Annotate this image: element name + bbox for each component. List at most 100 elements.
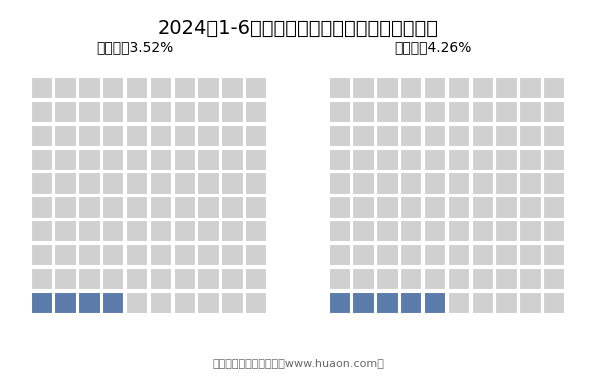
- Bar: [328, 172, 351, 195]
- Bar: [448, 292, 470, 314]
- Bar: [519, 292, 542, 314]
- Bar: [30, 244, 53, 266]
- Bar: [221, 125, 244, 147]
- Bar: [471, 220, 494, 243]
- Bar: [221, 77, 244, 99]
- Bar: [54, 292, 77, 314]
- Bar: [352, 149, 375, 171]
- Bar: [30, 149, 53, 171]
- Bar: [102, 101, 125, 123]
- Bar: [30, 125, 53, 147]
- Bar: [197, 172, 220, 195]
- Bar: [197, 268, 220, 290]
- Bar: [245, 77, 268, 99]
- Bar: [78, 268, 101, 290]
- Bar: [78, 125, 101, 147]
- Bar: [400, 196, 423, 219]
- Bar: [328, 220, 351, 243]
- Bar: [400, 268, 423, 290]
- Bar: [543, 196, 566, 219]
- Bar: [376, 292, 399, 314]
- Bar: [352, 101, 375, 123]
- Bar: [150, 125, 172, 147]
- Bar: [448, 172, 470, 195]
- Bar: [519, 172, 542, 195]
- Bar: [495, 196, 518, 219]
- Bar: [173, 172, 196, 195]
- Bar: [519, 220, 542, 243]
- Bar: [54, 101, 77, 123]
- Bar: [519, 77, 542, 99]
- Bar: [448, 77, 470, 99]
- Bar: [519, 101, 542, 123]
- Bar: [245, 220, 268, 243]
- Bar: [400, 101, 423, 123]
- Bar: [221, 220, 244, 243]
- Bar: [102, 196, 125, 219]
- Bar: [126, 244, 148, 266]
- Bar: [150, 268, 172, 290]
- Bar: [376, 125, 399, 147]
- Bar: [173, 244, 196, 266]
- Bar: [352, 125, 375, 147]
- Bar: [471, 244, 494, 266]
- Bar: [424, 292, 446, 314]
- Bar: [376, 149, 399, 171]
- Bar: [424, 101, 446, 123]
- Bar: [30, 220, 53, 243]
- Bar: [328, 196, 351, 219]
- Bar: [173, 101, 196, 123]
- Bar: [245, 149, 268, 171]
- Bar: [519, 149, 542, 171]
- Bar: [126, 172, 148, 195]
- Bar: [543, 292, 566, 314]
- Bar: [543, 149, 566, 171]
- Bar: [352, 244, 375, 266]
- Bar: [352, 77, 375, 99]
- Bar: [126, 268, 148, 290]
- Bar: [471, 77, 494, 99]
- Bar: [245, 196, 268, 219]
- Bar: [376, 101, 399, 123]
- Text: 2024年1-6月湖北福彩及体彩销售额占全国比重: 2024年1-6月湖北福彩及体彩销售额占全国比重: [157, 19, 439, 38]
- Bar: [150, 149, 172, 171]
- Bar: [471, 125, 494, 147]
- Bar: [400, 220, 423, 243]
- Bar: [519, 125, 542, 147]
- Bar: [471, 149, 494, 171]
- Bar: [471, 292, 494, 314]
- Bar: [352, 268, 375, 290]
- Bar: [102, 292, 125, 314]
- Bar: [102, 125, 125, 147]
- Bar: [150, 220, 172, 243]
- Bar: [448, 149, 470, 171]
- Bar: [328, 101, 351, 123]
- Bar: [328, 77, 351, 99]
- Bar: [54, 268, 77, 290]
- Bar: [424, 196, 446, 219]
- Bar: [126, 125, 148, 147]
- Bar: [221, 149, 244, 171]
- Bar: [424, 77, 446, 99]
- Bar: [197, 244, 220, 266]
- Bar: [150, 77, 172, 99]
- Bar: [424, 220, 446, 243]
- Bar: [78, 172, 101, 195]
- Bar: [448, 220, 470, 243]
- Bar: [495, 149, 518, 171]
- Bar: [150, 101, 172, 123]
- Bar: [471, 101, 494, 123]
- Bar: [54, 125, 77, 147]
- Bar: [197, 101, 220, 123]
- Bar: [352, 292, 375, 314]
- Bar: [495, 268, 518, 290]
- Bar: [400, 292, 423, 314]
- Bar: [352, 172, 375, 195]
- Bar: [150, 244, 172, 266]
- Bar: [221, 101, 244, 123]
- Bar: [102, 172, 125, 195]
- Bar: [221, 172, 244, 195]
- Bar: [78, 220, 101, 243]
- Bar: [126, 292, 148, 314]
- Bar: [376, 220, 399, 243]
